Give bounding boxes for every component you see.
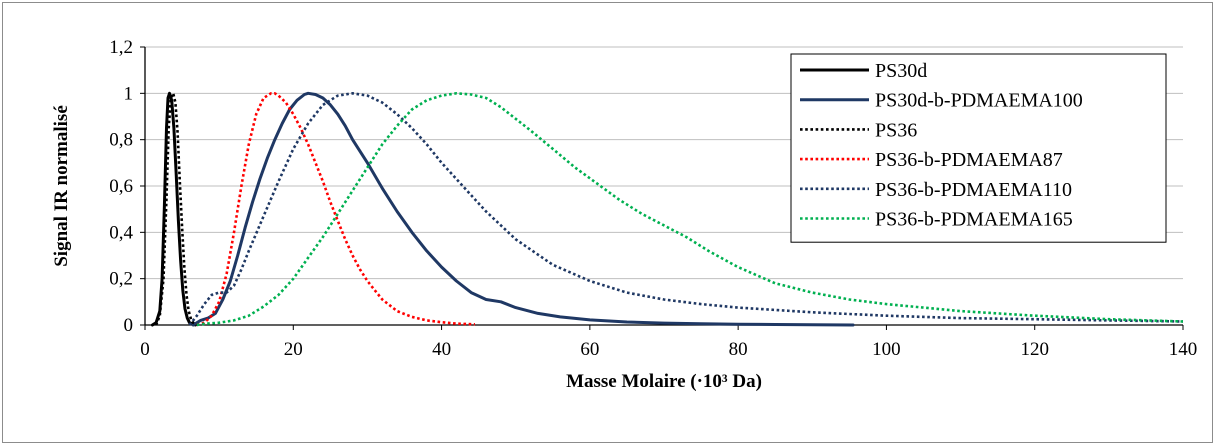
x-tick-label: 20 — [284, 339, 303, 360]
series-line-4 — [196, 92, 475, 327]
series-line-1 — [150, 91, 197, 327]
y-axis-title: Signal IR normalisé — [51, 105, 72, 267]
axes: 0 0,2 0,4 0,6 0,8 1 1,2 0 20 40 60 80 100 120 140 — [109, 37, 1197, 360]
legend: PS30d PS30d-b-PDMAEMA100 PS36 PS36-b-PDMAEM… — [790, 53, 1167, 243]
series-line-2 — [191, 91, 855, 327]
y-tick-label: 0 — [124, 315, 134, 336]
x-tick-label: 60 — [580, 339, 599, 360]
series-line-5 — [188, 92, 1184, 326]
legend-label: PS36-b-PDMAEMA87 — [875, 149, 1063, 171]
legend-box — [790, 53, 1167, 243]
x-axis-title: Masse Molaire (·10³ Da) — [566, 371, 762, 392]
y-tick-label: 0,8 — [109, 130, 133, 151]
series-line-3 — [154, 92, 198, 327]
x-tick-label: 120 — [1020, 339, 1049, 360]
legend-label: PS36 — [875, 119, 917, 141]
y-tick-label: 1,2 — [109, 37, 133, 58]
x-tick-label: 0 — [140, 339, 150, 360]
y-tick-label: 0,4 — [109, 222, 133, 243]
y-tick-label: 0,2 — [109, 269, 133, 290]
x-tick-label: 100 — [872, 339, 901, 360]
x-tick-label: 140 — [1169, 339, 1198, 360]
y-tick-label: 1 — [124, 83, 134, 104]
series-lines — [150, 91, 1184, 327]
line-chart: 0 0,2 0,4 0,6 0,8 1 1,2 0 20 40 60 80 100 120 140 Sign… — [51, 37, 1197, 392]
legend-label: PS30d — [875, 60, 927, 82]
x-tick-label: 40 — [432, 339, 451, 360]
series-line-6 — [196, 92, 1184, 327]
legend-label: PS36-b-PDMAEMA165 — [875, 209, 1073, 231]
y-tick-label: 0,6 — [109, 176, 133, 197]
grid — [145, 46, 1183, 280]
legend-label: PS36-b-PDMAEMA110 — [875, 179, 1072, 201]
legend-label: PS30d-b-PDMAEMA100 — [875, 90, 1083, 112]
x-tick-label: 80 — [729, 339, 748, 360]
